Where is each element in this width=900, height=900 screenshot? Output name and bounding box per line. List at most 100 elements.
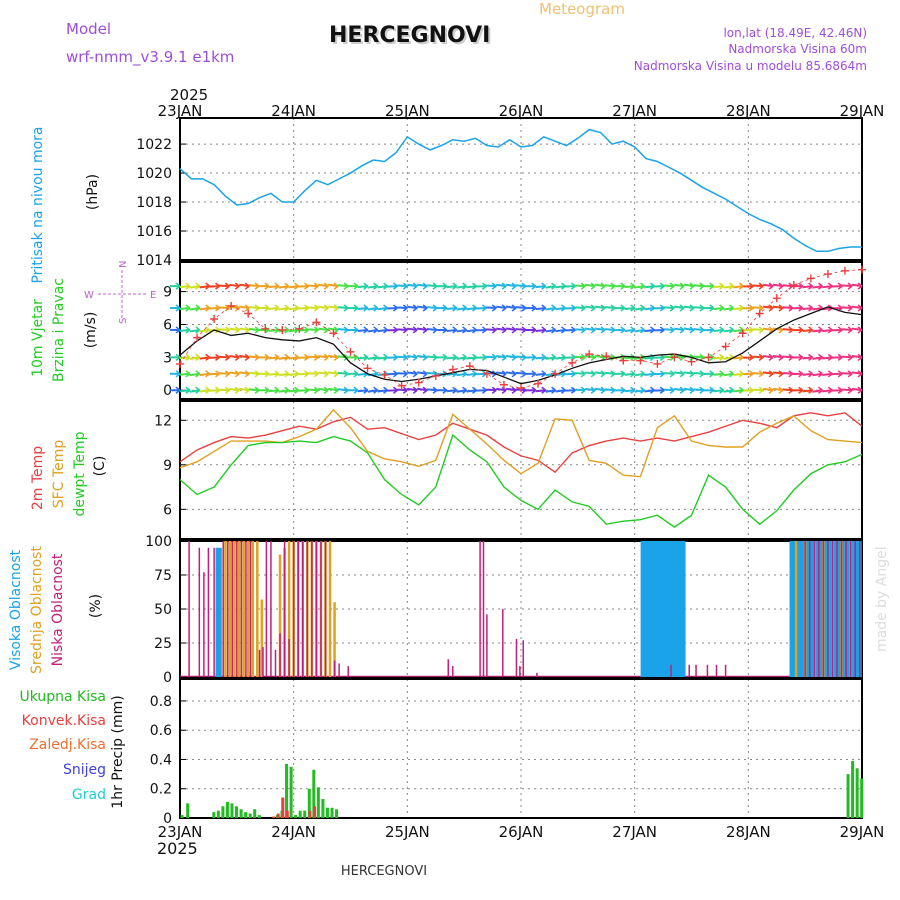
wind-arrow bbox=[505, 354, 517, 359]
wind-arrow-head bbox=[304, 304, 309, 312]
pressure-ylabel-main: Pritisak na nivou mora bbox=[30, 126, 46, 283]
low-cloud-bar bbox=[670, 664, 672, 677]
wind-arrow-head bbox=[195, 370, 201, 378]
mid-cloud-bar bbox=[251, 541, 254, 677]
wind-arrow bbox=[762, 387, 774, 392]
wind-arrow bbox=[842, 355, 853, 359]
wind-arrow-head bbox=[205, 282, 211, 290]
wind-arrow bbox=[594, 387, 606, 392]
total-precip-bars bbox=[180, 760, 864, 818]
wind-arrow bbox=[189, 285, 200, 289]
wind-arrow-head bbox=[491, 282, 497, 290]
wind-arrow bbox=[426, 355, 438, 359]
wind-arrow-head bbox=[412, 304, 418, 312]
wind-arrow-head bbox=[353, 353, 359, 361]
wind-arrow bbox=[802, 389, 813, 393]
wind-arrow bbox=[624, 285, 635, 289]
wind-arrow bbox=[673, 305, 685, 310]
wind-arrow-head bbox=[185, 304, 191, 312]
wind-arrow bbox=[575, 388, 586, 392]
wind-arrow bbox=[802, 328, 813, 333]
wind-arrow bbox=[851, 354, 863, 359]
wind-arrow-head bbox=[284, 386, 290, 394]
wind-arrow bbox=[367, 356, 378, 360]
total-precip-bar bbox=[221, 806, 225, 818]
wind-arrow-head bbox=[333, 370, 339, 378]
low-cloud-bar bbox=[347, 666, 349, 677]
wind-arrow bbox=[802, 356, 813, 360]
wind-arrow-head bbox=[669, 370, 675, 378]
wind-arrow-head bbox=[709, 304, 715, 312]
wind-arrow bbox=[644, 372, 655, 377]
low-cloud-bar bbox=[288, 638, 290, 677]
wind-gust-marker bbox=[431, 371, 440, 380]
high-cloud-bar bbox=[649, 541, 654, 677]
high-cloud-bar bbox=[791, 541, 796, 677]
wind-arrow-head bbox=[729, 282, 734, 290]
wind-arrow-head bbox=[679, 304, 685, 312]
total-precip-bar bbox=[321, 798, 325, 818]
wind-arrow bbox=[416, 283, 428, 288]
wind-arrow bbox=[723, 307, 734, 311]
wind-arrow-head bbox=[649, 326, 655, 334]
wind-arrow bbox=[397, 306, 408, 310]
cloud-ylabel: Visoka Oblacnost Srednja Oblacnost Niska… bbox=[8, 546, 104, 674]
wind-arrow bbox=[812, 328, 823, 333]
footer-station: HERCEGNOVI bbox=[341, 864, 427, 879]
wind-arrow-head bbox=[600, 326, 606, 334]
temp-ylabel-unit: (C) bbox=[92, 456, 108, 477]
legend-total: Ukupna Kisa bbox=[19, 689, 106, 705]
wind-arrow-head bbox=[185, 370, 191, 378]
wind-arrow bbox=[407, 387, 418, 392]
wind-arrow bbox=[851, 305, 863, 310]
wind-arrow bbox=[723, 372, 734, 377]
low-cloud-bar bbox=[502, 609, 504, 677]
wind-arrow-head bbox=[630, 304, 636, 312]
wind-arrow-head bbox=[590, 282, 596, 290]
wind-arrow-head bbox=[323, 282, 329, 290]
wind-arrow bbox=[753, 355, 764, 359]
wind-arrow bbox=[416, 371, 428, 375]
wind-arrow bbox=[426, 284, 438, 288]
wind-arrow-head bbox=[788, 386, 794, 394]
total-precip-bar bbox=[846, 774, 850, 818]
high-cloud-bar bbox=[837, 541, 842, 677]
wind-arrow-head bbox=[452, 304, 458, 312]
wind-arrow-head bbox=[620, 326, 626, 334]
wind-arrow bbox=[209, 307, 220, 310]
wind-arrow bbox=[634, 285, 645, 289]
wind-arrow bbox=[416, 354, 428, 359]
wind-arrow-head bbox=[462, 353, 468, 361]
wind-arrow-head bbox=[748, 370, 754, 378]
wind-arrow-head bbox=[798, 282, 804, 290]
wind-arrow-head bbox=[640, 370, 646, 378]
mid-cloud-bar bbox=[328, 541, 332, 677]
wind-arrow-head bbox=[570, 282, 576, 290]
wind-arrow-head bbox=[304, 370, 309, 378]
wind-arrow bbox=[426, 388, 438, 392]
wind-arrow bbox=[278, 389, 289, 393]
wind-arrow-head bbox=[521, 304, 527, 312]
low-cloud-bar bbox=[822, 541, 825, 677]
wind-arrow-head bbox=[580, 282, 586, 290]
wind-arrow bbox=[535, 356, 546, 360]
wind-arrow bbox=[179, 372, 190, 376]
wind-arrow-head bbox=[392, 282, 398, 290]
high-cloud-bar bbox=[789, 541, 794, 677]
wind-arrow bbox=[466, 356, 477, 360]
wind-arrow bbox=[416, 327, 428, 331]
wind-arrow-head bbox=[452, 282, 458, 290]
wind-arrow-head bbox=[580, 326, 586, 334]
wind-arrow-head bbox=[788, 326, 794, 334]
total-precip-bar bbox=[330, 807, 334, 818]
wind-arrow bbox=[505, 283, 517, 288]
wind-arrow bbox=[179, 328, 190, 332]
wind-arrow bbox=[624, 328, 635, 333]
high-cloud-bar bbox=[679, 541, 684, 677]
wind-arrow bbox=[733, 328, 744, 333]
wind-arrow-row bbox=[170, 326, 863, 334]
wind-arrow bbox=[377, 389, 388, 393]
wind-gust-marker bbox=[517, 384, 525, 393]
precip-ylabel: 1hr Precip (mm) bbox=[110, 695, 126, 808]
wind-arrow-head bbox=[719, 370, 725, 378]
